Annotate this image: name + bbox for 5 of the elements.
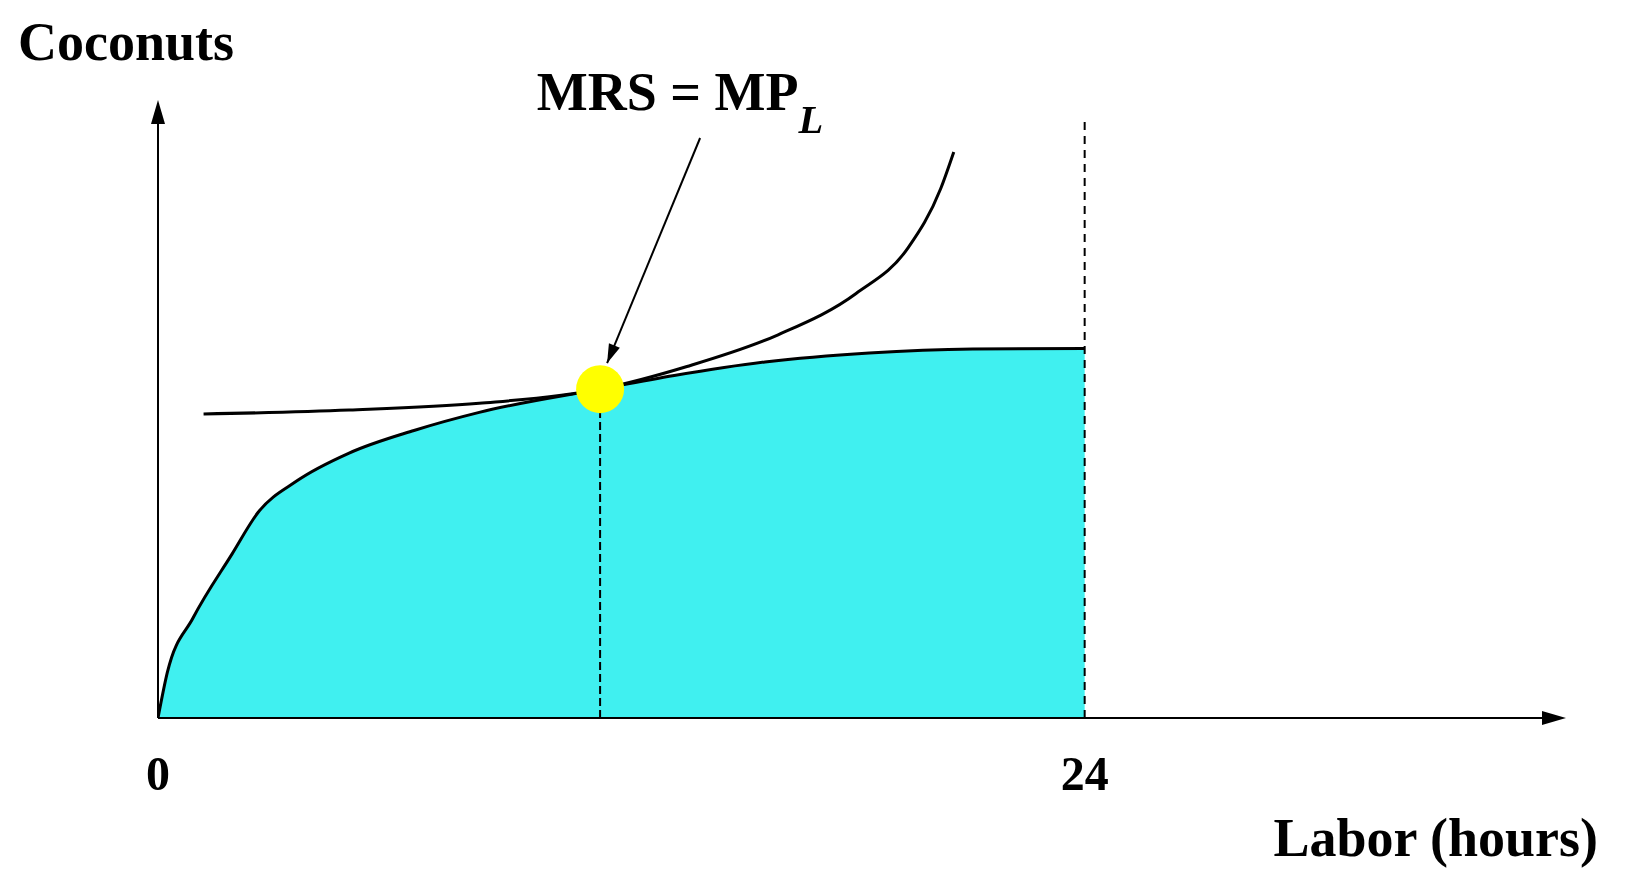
- text: MRS = MP$_{L}$: [536, 62, 824, 142]
- x-tick-label: 0: [146, 747, 170, 801]
- y-axis-title: Coconuts: [18, 12, 235, 72]
- x-axis-title: Labor (hours): [1273, 808, 1598, 868]
- x-tick-label: 24: [1060, 747, 1109, 801]
